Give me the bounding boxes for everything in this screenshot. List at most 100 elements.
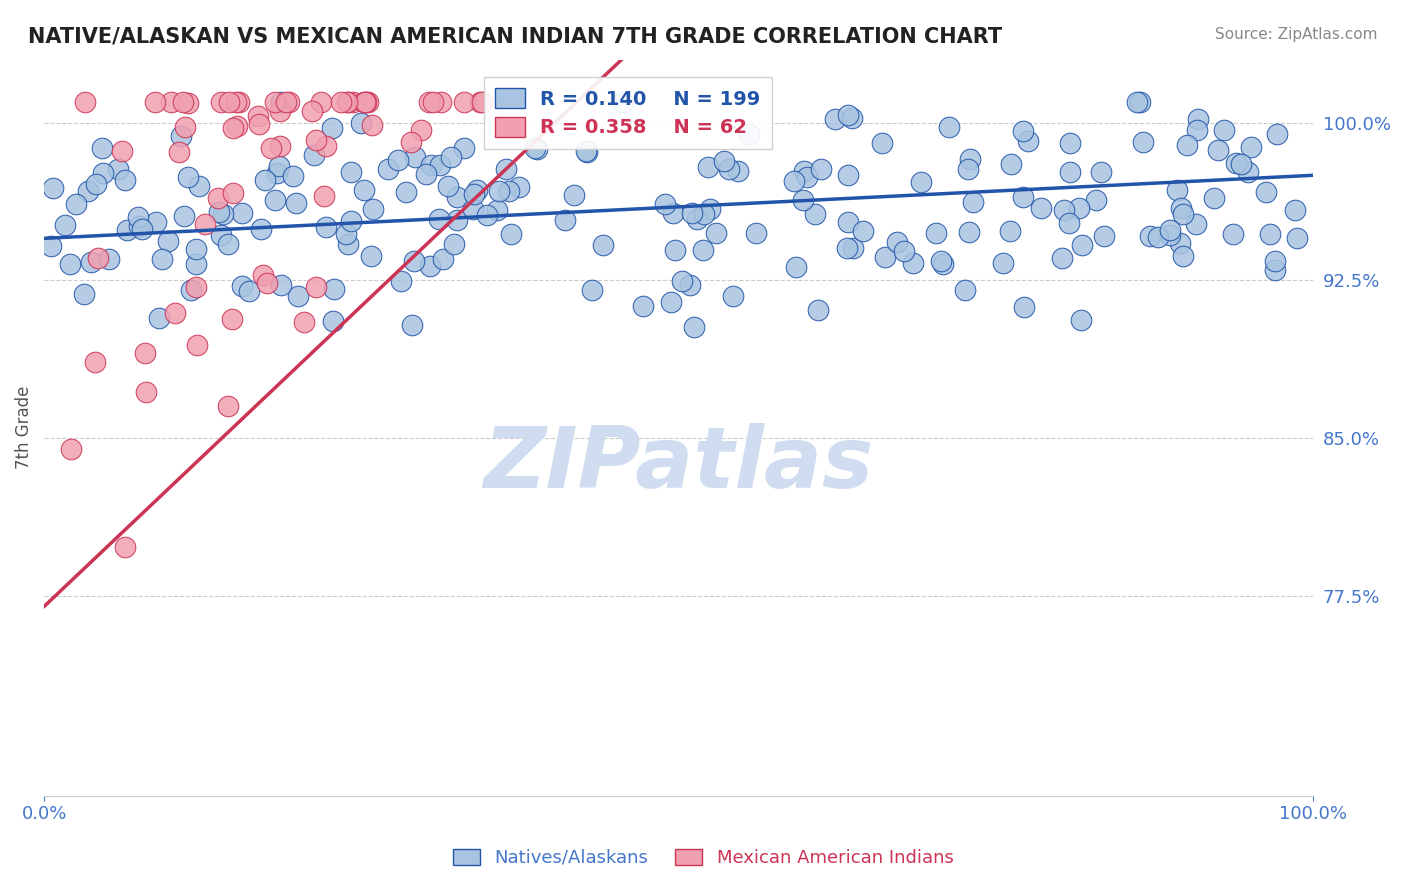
Point [256,276,278,290]
Point [209,228,232,243]
Point [323,282,346,296]
Point [260,141,283,155]
Point [127,210,149,224]
Point [217,237,239,252]
Point [962,194,984,209]
Point [1187,112,1209,126]
Point [42,181,65,195]
Point [65,197,87,211]
Point [212,207,235,221]
Point [463,186,485,201]
Point [612,95,634,109]
Point [446,189,468,203]
Point [401,318,423,333]
Point [249,222,271,236]
Point [692,243,714,257]
Point [1159,223,1181,237]
Point [39,239,62,253]
Point [1185,122,1208,136]
Point [485,203,508,218]
Point [53,218,76,232]
Point [254,173,277,187]
Point [342,95,364,109]
Point [1168,236,1191,251]
Point [186,338,208,352]
Point [575,144,598,158]
Point [415,167,437,181]
Point [1206,144,1229,158]
Point [745,226,768,240]
Point [84,355,107,369]
Point [1204,191,1226,205]
Point [432,252,454,266]
Point [217,399,239,413]
Point [394,185,416,199]
Point [194,217,217,231]
Point [402,254,425,268]
Point [488,184,510,198]
Point [263,95,285,109]
Point [270,277,292,292]
Point [664,244,686,258]
Point [910,175,932,189]
Point [115,223,138,237]
Point [180,283,202,297]
Legend: R = 0.140    N = 199, R = 0.358    N = 62: R = 0.140 N = 199, R = 0.358 N = 62 [484,77,772,149]
Point [1012,124,1035,138]
Point [461,202,484,216]
Point [186,280,208,294]
Point [893,244,915,259]
Point [495,162,517,177]
Point [1230,157,1253,171]
Point [330,95,353,109]
Point [80,254,103,268]
Point [440,150,463,164]
Point [238,284,260,298]
Point [873,251,896,265]
Point [1139,229,1161,244]
Point [1171,249,1194,263]
Point [340,165,363,179]
Point [633,299,655,313]
Point [1171,207,1194,221]
Point [1267,127,1289,141]
Point [1029,201,1052,215]
Point [186,242,208,256]
Point [465,183,488,197]
Point [929,254,952,268]
Point [377,161,399,176]
Point [1084,194,1107,208]
Point [1059,165,1081,179]
Point [157,234,180,248]
Point [419,259,441,273]
Point [354,95,377,109]
Point [209,95,232,109]
Point [804,206,827,220]
Point [699,202,721,217]
Point [114,540,136,554]
Point [224,95,246,109]
Point [188,178,211,193]
Point [353,183,375,197]
Point [1254,185,1277,199]
Point [1240,139,1263,153]
Point [98,252,121,267]
Point [177,170,200,185]
Point [305,280,328,294]
Point [1017,134,1039,148]
Point [1053,202,1076,217]
Point [311,95,333,109]
Point [314,188,336,202]
Point [1225,156,1247,170]
Point [837,108,859,122]
Point [264,193,287,207]
Point [167,145,190,159]
Point [1132,136,1154,150]
Point [1264,253,1286,268]
Point [418,95,440,109]
Point [498,184,520,198]
Point [281,169,304,183]
Point [1146,230,1168,244]
Point [337,95,360,109]
Point [231,279,253,293]
